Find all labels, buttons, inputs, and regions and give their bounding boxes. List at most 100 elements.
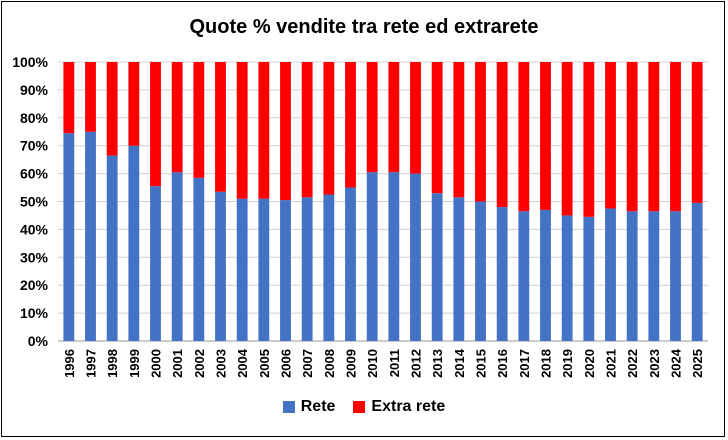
bar-extra-rete [258,62,270,199]
bar-rete [345,187,356,341]
y-tick-label: 10% [20,305,49,321]
x-tick-label: 2017 [517,349,532,378]
bar-extra-rete [150,62,161,187]
x-tick-label: 1999 [127,349,142,378]
x-tick-label: 2003 [214,349,229,378]
x-tick-label: 2014 [452,348,467,378]
bar-extra-rete [496,62,508,208]
bar-rete [561,215,573,341]
bar-extra-rete [301,62,313,198]
bar-extra-rete [323,62,335,195]
bar-extra-rete [518,62,530,212]
bar-rete [388,172,400,341]
chart-title: Quote % vendite tra rete ed extrarete [189,16,539,38]
x-tick-label: 2016 [495,349,510,378]
x-tick-label: 2012 [409,349,424,378]
x-tick-label: 2019 [560,349,575,378]
bar-rete [63,133,75,341]
legend-item-rete: Rete [282,398,336,416]
y-tick-label: 40% [20,221,49,237]
y-tick-label: 0% [28,333,49,349]
x-tick-label: 1996 [62,349,77,378]
bar-extra-rete [366,62,378,173]
legend-label-extra-rete: Extra rete [371,398,446,415]
bar-extra-rete [670,62,681,212]
x-tick-label: 2006 [279,349,294,378]
x-tick-label: 2002 [192,349,207,378]
bar-extra-rete [431,62,443,194]
bar-extra-rete [236,62,248,199]
bar-extra-rete [345,62,356,188]
bar-rete [366,172,378,341]
x-tick-label: 1997 [84,349,99,378]
bar-rete [431,193,443,341]
bar-extra-rete [605,62,616,209]
bar-extra-rete [128,62,140,146]
bar-extra-rete [648,62,660,212]
bar-rete [215,191,226,341]
y-tick-label: 60% [20,166,49,182]
bar-extra-rete [583,62,595,217]
bar-rete [540,209,551,341]
bar-extra-rete [106,62,118,156]
legend-label-rete: Rete [300,398,336,415]
bar-rete [453,197,465,341]
bar-rete [280,200,291,341]
bar-rete [648,211,660,341]
legend-item-extra-rete: Extra rete [353,398,445,416]
bar-extra-rete [540,62,551,210]
x-tick-label: 2000 [149,349,164,378]
x-tick-label: 2013 [430,349,445,378]
legend-swatch-extra-rete [353,401,366,413]
x-tick-label: 2009 [344,349,359,378]
x-tick-label: 2015 [474,349,489,378]
bar-rete [496,207,508,341]
chart-legend: Rete Extra rete [0,398,728,416]
y-tick-label: 80% [20,110,49,126]
bar-rete [670,211,681,341]
x-tick-label: 2024 [669,348,684,378]
bar-rete [518,211,530,341]
bar-rete [301,197,313,341]
bar-rete [150,186,161,341]
bar-extra-rete [388,62,400,173]
bar-rete [106,155,118,341]
bar-extra-rete [85,62,96,132]
bar-extra-rete [215,62,226,192]
bar-rete [583,216,595,341]
bar-rete [128,145,140,341]
y-tick-label: 20% [20,277,49,293]
bar-rete [193,177,205,341]
x-tick-label: 2021 [604,349,619,378]
bar-extra-rete [475,62,486,202]
bar-rete [171,172,183,341]
bar-rete [85,131,96,341]
bar-extra-rete [280,62,291,201]
bar-extra-rete [626,62,638,212]
x-tick-label: 2001 [170,349,185,378]
x-tick-label: 2023 [647,349,662,378]
x-tick-label: 2007 [300,349,315,378]
bar-rete [626,211,638,341]
x-tick-label: 2005 [257,349,272,378]
x-tick-label: 2025 [690,349,705,378]
bar-rete [323,194,335,341]
bar-rete [475,201,486,341]
y-tick-label: 90% [20,82,49,98]
y-tick-label: 100% [12,54,48,70]
x-tick-label: 2020 [582,349,597,378]
bar-extra-rete [193,62,205,178]
x-tick-label: 2010 [365,349,380,378]
bar-extra-rete [63,62,75,134]
x-tick-label: 2022 [625,349,640,378]
bar-extra-rete [453,62,465,198]
bar-rete [410,173,421,341]
bar-extra-rete [171,62,183,173]
bar-rete [691,202,703,341]
x-tick-label: 2008 [322,349,337,378]
y-tick-label: 50% [20,194,49,210]
bar-extra-rete [410,62,421,174]
y-tick-label: 70% [20,138,49,154]
